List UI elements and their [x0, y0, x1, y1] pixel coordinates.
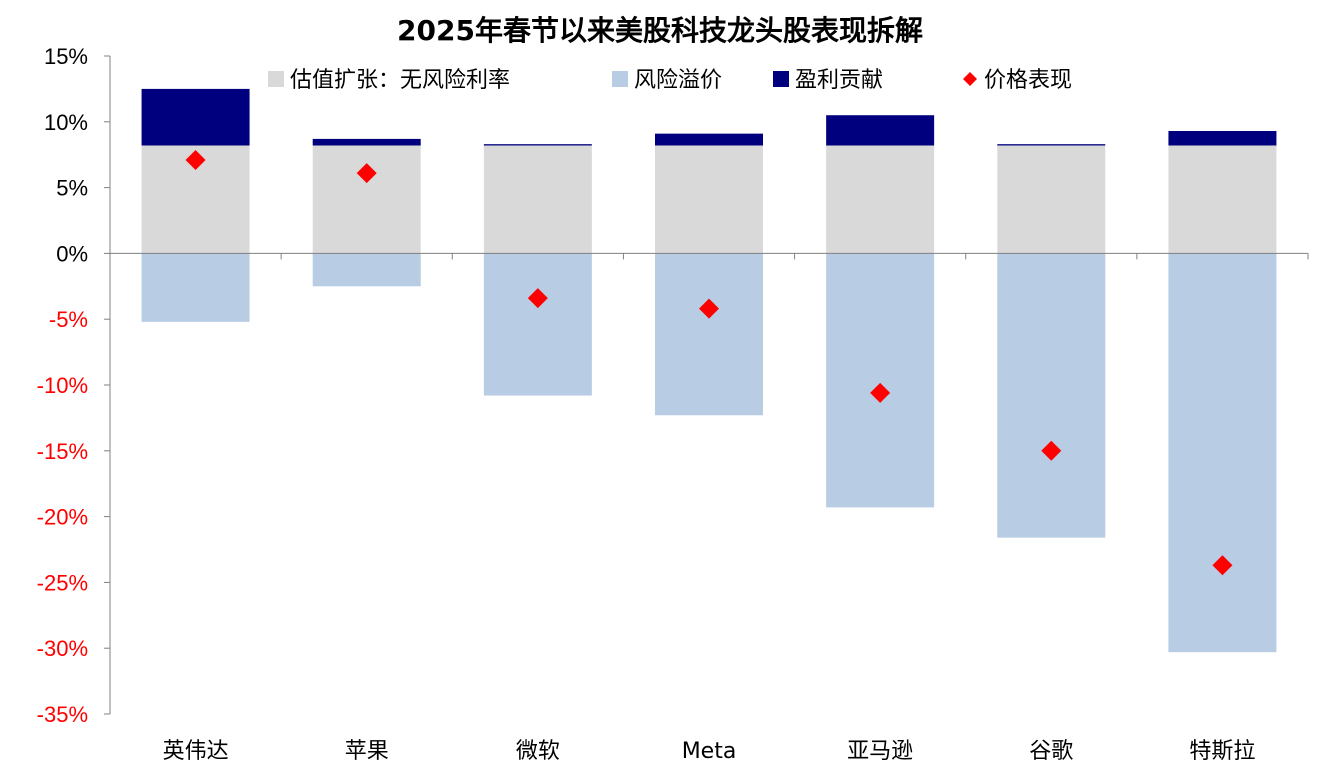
bar-风险溢价-苹果: [312, 253, 421, 287]
y-tick-label: -35%: [37, 702, 88, 727]
bar-盈利贡献-谷歌: [997, 144, 1106, 146]
bar-估值扩张：无风险利率-亚马逊: [826, 145, 935, 254]
bar-估值扩张：无风险利率-微软: [483, 145, 592, 254]
x-tick-label: 英伟达: [163, 739, 229, 764]
bar-风险溢价-亚马逊: [826, 253, 935, 508]
marker-价格表现-特斯拉: [1212, 555, 1233, 576]
bar-风险溢价-微软: [483, 253, 592, 396]
marker-价格表现-英伟达: [185, 149, 206, 170]
x-tick-label: Meta: [682, 739, 737, 764]
y-tick-label: 10%: [44, 110, 88, 135]
bar-风险溢价-英伟达: [141, 253, 250, 322]
bar-风险溢价-特斯拉: [1168, 253, 1277, 653]
y-tick-label: 5%: [56, 176, 88, 201]
x-axis: 英伟达 苹果 微软 Meta 亚马逊 谷歌 特斯拉: [109, 252, 1309, 764]
y-tick-label: -15%: [37, 439, 88, 464]
y-tick-label: -20%: [37, 505, 88, 530]
y-axis: 15% 10% 5% 0% -5% -10% -15% -20% -25% -30% -35%: [37, 44, 111, 727]
legend-label: 估值扩张：无风险利率: [290, 68, 510, 93]
bar-估值扩张：无风险利率-特斯拉: [1168, 145, 1277, 254]
bar-估值扩张：无风险利率-谷歌: [997, 145, 1106, 254]
y-tick-label: -30%: [37, 636, 88, 661]
legend-label: 风险溢价: [634, 68, 722, 93]
bar-盈利贡献-Meta: [655, 133, 763, 146]
x-tick-label: 特斯拉: [1189, 739, 1255, 764]
legend-swatch: [268, 71, 284, 87]
y-tick-label: -25%: [37, 570, 88, 595]
legend-label: 盈利贡献: [795, 68, 883, 93]
chart-title: 2025年春节以来美股科技龙头股表现拆解: [397, 14, 923, 47]
bar-盈利贡献-苹果: [312, 138, 421, 146]
x-tick-label: 微软: [516, 739, 560, 764]
x-tick-label: 苹果: [345, 739, 389, 764]
marker-价格表现-Meta: [699, 298, 719, 319]
y-tick-label: -10%: [37, 373, 88, 398]
legend-label: 价格表现: [984, 68, 1072, 93]
x-tick-label: 谷歌: [1029, 739, 1073, 764]
bar-盈利贡献-亚马逊: [826, 115, 935, 146]
legend-swatch: [963, 72, 977, 86]
marker-价格表现-亚马逊: [870, 382, 891, 403]
y-tick-label: -5%: [49, 307, 88, 332]
bar-盈利贡献-英伟达: [141, 88, 250, 146]
y-tick-label: 15%: [44, 44, 88, 69]
marker-价格表现-谷歌: [1041, 440, 1062, 461]
x-tick-label: 亚马逊: [847, 739, 913, 764]
bar-风险溢价-谷歌: [997, 253, 1106, 538]
legend-swatch: [773, 71, 789, 87]
bar-估值扩张：无风险利率-苹果: [312, 145, 421, 254]
marker-价格表现-苹果: [356, 163, 377, 184]
legend-swatch: [612, 71, 628, 87]
legend: 估值扩张：无风险利率 风险溢价 盈利贡献 价格表现: [268, 68, 1072, 93]
marker-价格表现-微软: [527, 288, 548, 309]
bar-盈利贡献-微软: [483, 144, 592, 146]
plot-area: [141, 88, 1277, 653]
bar-风险溢价-Meta: [655, 253, 763, 416]
y-tick-label: 0%: [56, 241, 88, 266]
bar-估值扩张：无风险利率-Meta: [655, 145, 763, 254]
bar-盈利贡献-特斯拉: [1168, 131, 1277, 146]
